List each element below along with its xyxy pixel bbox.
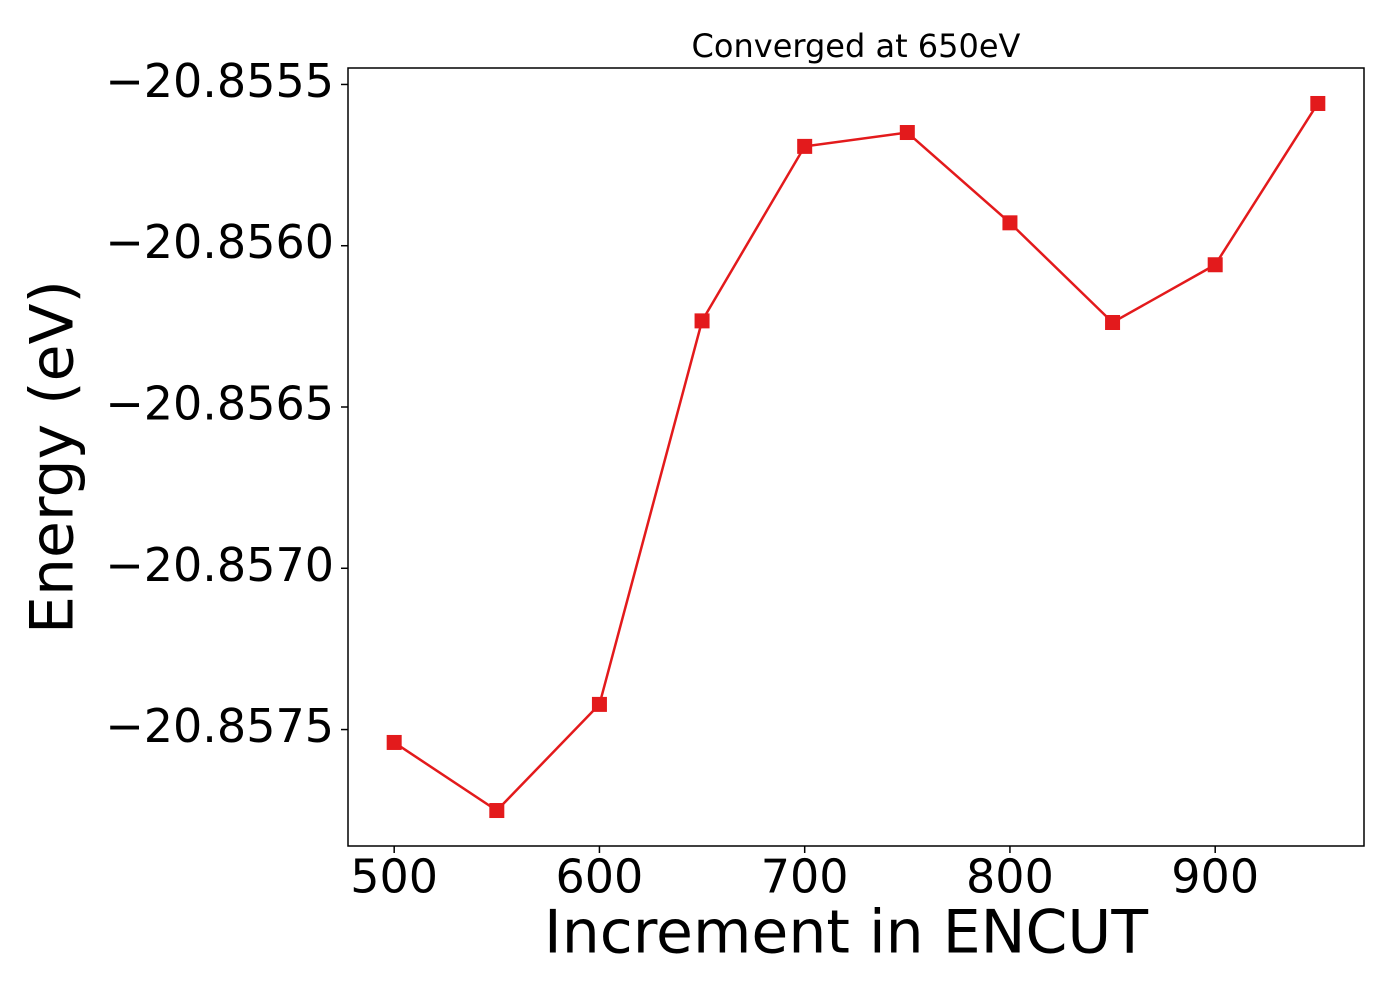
x-tick-label: 600 <box>556 850 644 904</box>
x-axis-label: Increment in ENCUT <box>544 898 1148 968</box>
x-tick-label: 500 <box>350 850 438 904</box>
data-point <box>1207 257 1223 273</box>
plot-frame <box>347 67 1365 847</box>
data-point <box>386 734 402 750</box>
x-tick-label: 800 <box>966 850 1054 904</box>
data-line <box>393 102 1319 813</box>
data-point <box>899 125 915 141</box>
data-point <box>694 313 710 329</box>
data-point <box>1105 314 1121 330</box>
x-tick-label: 700 <box>761 850 849 904</box>
y-tick-label: −20.8560 <box>105 215 334 269</box>
data-point <box>797 138 813 154</box>
chart-title: Converged at 650eV <box>692 27 1021 65</box>
x-tick-label: 900 <box>1171 850 1259 904</box>
y-tick-label: −20.8565 <box>105 377 334 431</box>
y-tick-label: −20.8555 <box>105 54 334 108</box>
data-point <box>591 696 607 712</box>
y-tick-label: −20.8570 <box>105 538 334 592</box>
y-tick-label: −20.8575 <box>105 699 334 753</box>
y-axis-label: Energy (eV) <box>18 280 88 634</box>
data-point <box>1002 215 1018 231</box>
data-point <box>1310 95 1326 111</box>
data-point <box>489 803 505 819</box>
